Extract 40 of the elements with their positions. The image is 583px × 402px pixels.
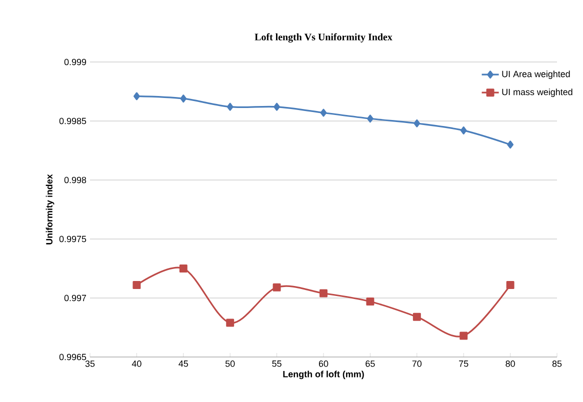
point (367, 114, 374, 123)
point (460, 126, 467, 134)
y-tick-label: 0.998 (64, 176, 86, 184)
point (180, 94, 187, 103)
x-tick-label: 70 (412, 360, 422, 367)
point (132, 281, 141, 290)
point (274, 102, 280, 111)
point (226, 102, 234, 111)
point (412, 312, 421, 321)
point (320, 289, 328, 298)
legend-label: UI Area weighted (502, 70, 570, 79)
x-tick-label: 60 (318, 360, 328, 367)
y-tick-label: 0.9975 (59, 236, 86, 242)
chart-title: Loft length Vs Uniformity Index (254, 33, 392, 43)
point (179, 264, 188, 272)
point (414, 119, 420, 128)
point (272, 283, 281, 292)
x-axis-title: Length of loft (mm) (283, 370, 364, 380)
point (507, 140, 514, 149)
y-tick-label: 0.999 (64, 58, 86, 66)
y-axis-title: Uniformity index (46, 174, 54, 244)
point (460, 332, 468, 340)
point (320, 108, 327, 117)
x-tick-label: 75 (459, 360, 468, 367)
point (226, 318, 234, 327)
y-tick-label: 0.997 (64, 294, 86, 302)
x-tick-label: 85 (552, 360, 562, 367)
x-tick-label: 50 (225, 360, 235, 367)
point (134, 92, 140, 100)
x-tick-label: 40 (132, 360, 142, 367)
legend-label: UI mass weighted (502, 88, 572, 97)
x-tick-label: 55 (272, 360, 282, 367)
x-tick-label: 45 (178, 360, 188, 367)
point (506, 281, 514, 290)
y-tick-label: 0.9985 (59, 118, 86, 124)
x-tick-label: 80 (506, 360, 515, 367)
point (366, 298, 374, 306)
y-tick-label: 0.9965 (59, 354, 86, 360)
x-tick-label: 65 (366, 360, 375, 367)
x-tick-label: 35 (85, 360, 95, 367)
